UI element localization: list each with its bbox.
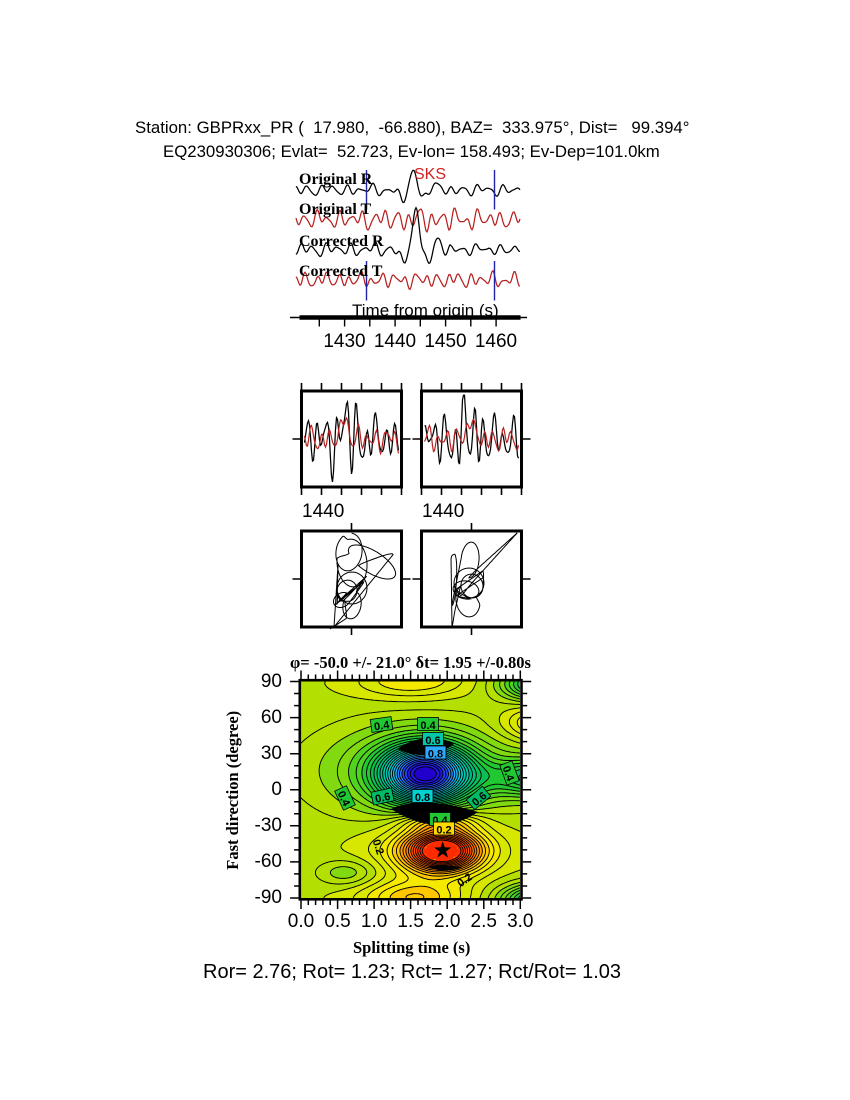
svg-text:0.6: 0.6 <box>374 791 391 806</box>
svg-text:0.8: 0.8 <box>428 748 443 760</box>
svg-text:0.4: 0.4 <box>373 719 391 733</box>
svg-text:0.4: 0.4 <box>500 764 517 783</box>
svg-text:0.6: 0.6 <box>425 735 440 747</box>
svg-text:0.4: 0.4 <box>420 720 436 732</box>
svg-text:0.2: 0.2 <box>370 838 386 856</box>
svg-text:0.8: 0.8 <box>415 792 430 804</box>
svg-text:0.2: 0.2 <box>436 824 451 836</box>
